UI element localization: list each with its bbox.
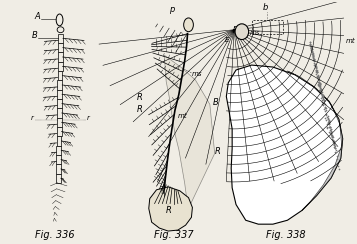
Polygon shape <box>56 155 61 164</box>
Ellipse shape <box>235 24 248 40</box>
Ellipse shape <box>57 27 64 33</box>
Text: R: R <box>166 206 172 215</box>
Text: B: B <box>213 98 218 107</box>
Polygon shape <box>56 136 61 146</box>
Text: Fig. 336: Fig. 336 <box>35 230 75 240</box>
Polygon shape <box>226 65 343 224</box>
Text: E: E <box>225 37 229 42</box>
Text: b: b <box>262 3 268 12</box>
Polygon shape <box>58 43 63 52</box>
Polygon shape <box>57 71 62 80</box>
Polygon shape <box>58 52 63 62</box>
Bar <box>252 20 283 34</box>
Text: p: p <box>169 5 175 14</box>
Text: mt: mt <box>346 39 355 44</box>
Text: ms: ms <box>250 30 260 36</box>
Polygon shape <box>58 34 63 43</box>
Polygon shape <box>57 80 62 90</box>
Polygon shape <box>56 146 61 155</box>
Text: R: R <box>215 147 221 156</box>
Polygon shape <box>56 164 61 173</box>
Polygon shape <box>58 62 62 71</box>
Polygon shape <box>149 187 192 231</box>
Text: Fig. 337: Fig. 337 <box>154 230 194 240</box>
Polygon shape <box>164 55 215 210</box>
Polygon shape <box>57 108 62 118</box>
Text: ms: ms <box>191 71 202 77</box>
Text: R: R <box>137 93 143 102</box>
Polygon shape <box>57 99 62 108</box>
Polygon shape <box>57 90 62 99</box>
Text: p: p <box>232 24 238 33</box>
Text: A: A <box>34 12 40 21</box>
Text: r: r <box>87 115 90 121</box>
Text: r: r <box>30 115 34 121</box>
Text: mt: mt <box>178 113 187 119</box>
Polygon shape <box>57 118 62 127</box>
Ellipse shape <box>183 18 193 32</box>
Polygon shape <box>57 127 61 136</box>
Text: B: B <box>31 30 37 40</box>
Polygon shape <box>56 173 61 183</box>
Text: R: R <box>137 105 143 114</box>
Text: Fig. 338: Fig. 338 <box>266 230 305 240</box>
Ellipse shape <box>56 14 63 26</box>
Polygon shape <box>287 71 343 210</box>
